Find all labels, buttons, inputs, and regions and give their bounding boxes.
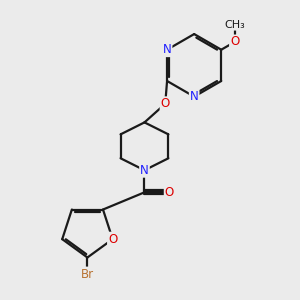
Text: N: N: [163, 43, 171, 56]
Text: O: O: [230, 35, 239, 49]
Text: CH₃: CH₃: [224, 20, 245, 30]
Text: O: O: [108, 233, 117, 246]
Text: N: N: [140, 164, 149, 177]
Text: Br: Br: [81, 268, 94, 281]
Text: N: N: [190, 90, 199, 103]
Text: O: O: [160, 97, 170, 110]
Text: O: O: [165, 186, 174, 199]
